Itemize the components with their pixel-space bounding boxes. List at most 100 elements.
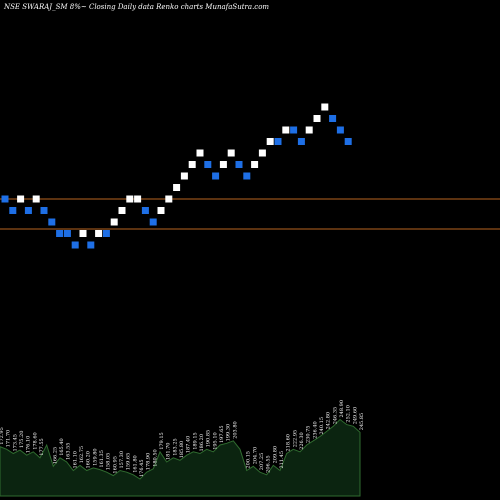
renko-brick-up: [196, 149, 204, 157]
volume-label: 178.90: [146, 453, 152, 471]
renko-brick-up: [32, 195, 40, 203]
volume-label: 172.95: [0, 427, 5, 445]
renko-brick-up: [95, 230, 103, 237]
volume-label: 203.80: [232, 421, 238, 439]
volume-label: 218.60: [286, 434, 292, 452]
volume-label: 211.45: [279, 451, 285, 469]
volume-label: 183.25: [172, 438, 178, 456]
volume-label: 240.15: [319, 417, 325, 435]
renko-brick-up: [266, 138, 274, 145]
renko-brick-down: [48, 218, 56, 226]
renko-brick-down: [204, 161, 212, 168]
renko-brick-down: [87, 241, 95, 249]
volume-label: 176.10: [26, 436, 32, 454]
renko-brick-down: [274, 138, 282, 145]
chart-caption: NSE SWARAJ_SM 8%~ Closing Daily data Ren…: [4, 3, 270, 11]
volume-label: 246.35: [332, 407, 338, 425]
volume-label: 165.40: [59, 438, 65, 456]
renko-brick-up: [173, 184, 181, 191]
volume-label: 176.45: [139, 460, 145, 478]
volume-label: 207.25: [259, 453, 265, 471]
volume-label: 161.10: [72, 451, 78, 469]
renko-brick-up: [282, 126, 290, 134]
volume-labels: 172.95 171.70 173.45 175.20 176.10 178.60 177.…: [0, 400, 365, 477]
renko-brick-down: [71, 241, 79, 249]
renko-brick-up: [258, 149, 266, 157]
volume-label: 222.95: [292, 430, 298, 448]
renko-bricks: [1, 103, 352, 249]
renko-brick-up: [305, 126, 313, 134]
renko-brick-up: [313, 115, 321, 122]
volume-label: 158.05: [106, 453, 112, 471]
volume-label: 195.10: [212, 432, 218, 450]
volume-label: 171.70: [6, 430, 12, 448]
renko-brick-up: [321, 103, 329, 111]
renko-brick-down: [63, 230, 71, 237]
renko-brick-down: [336, 126, 344, 134]
volume-area: [0, 418, 361, 497]
volume-label: 173.45: [12, 434, 18, 452]
volume-label: 179.15: [159, 432, 165, 450]
renko-brick-up: [17, 195, 25, 203]
renko-brick-down: [9, 207, 17, 214]
volume-label: 178.60: [32, 432, 38, 450]
renko-brick-down: [24, 207, 32, 214]
renko-brick-down: [1, 195, 9, 203]
volume-label: 236.40: [312, 421, 318, 439]
volume-label: 230.75: [306, 426, 312, 444]
renko-brick-up: [188, 161, 196, 168]
volume-label: 161.35: [99, 450, 105, 468]
renko-brick-down: [212, 172, 220, 180]
volume-label: 159.80: [92, 448, 98, 466]
renko-brick-up: [126, 195, 134, 203]
volume-label: 160.20: [86, 451, 92, 469]
renko-brick-down: [290, 126, 298, 134]
renko-brick-down: [329, 115, 337, 122]
renko-brick-up: [251, 161, 259, 168]
renko-brick-up: [118, 207, 126, 214]
renko-brick-up: [180, 172, 188, 180]
volume-label: 160.95: [112, 456, 118, 474]
renko-brick-down: [243, 172, 251, 180]
renko-brick-down: [344, 138, 352, 145]
volume-label: 190.85: [206, 430, 212, 448]
volume-label: 252.10: [346, 405, 352, 423]
volume-label: 159.65: [126, 453, 132, 471]
renko-brick-down: [141, 207, 149, 214]
volume-area-path: [0, 418, 361, 497]
renko-brick-down: [149, 218, 157, 226]
volume-label: 200.15: [246, 451, 252, 469]
volume-label: 204.70: [252, 447, 258, 465]
volume-label: 175.20: [19, 431, 25, 449]
volume-label: 157.30: [119, 451, 125, 469]
reference-lines: [0, 198, 500, 230]
renko-brick-up: [219, 161, 227, 168]
volume-label: 199.30: [226, 424, 232, 442]
renko-brick-up: [157, 207, 165, 214]
volume-label: 161.80: [132, 455, 138, 473]
volume-label: 189.15: [192, 432, 198, 450]
renko-brick-up: [165, 195, 173, 203]
renko-brick-up: [110, 218, 118, 226]
volume-label: 185.80: [179, 441, 185, 459]
renko-brick-down: [40, 207, 48, 214]
volume-label: 177.55: [39, 438, 45, 456]
volume-label: 163.55: [66, 443, 72, 461]
renko-brick-up: [227, 149, 235, 157]
renko-brick-up: [79, 230, 87, 237]
volume-label: 245.85: [359, 413, 365, 431]
volume-label: 197.65: [219, 426, 225, 444]
volume-label: 242.80: [326, 412, 332, 430]
volume-label: 226.30: [299, 432, 305, 450]
renko-brick-down: [235, 161, 243, 168]
volume-label: 166.25: [52, 447, 58, 465]
volume-label: 162.75: [79, 446, 85, 464]
volume-label: 206.55: [266, 455, 272, 473]
volume-label: 187.40: [186, 436, 192, 454]
volume-label: 209.80: [272, 446, 278, 464]
renko-brick-down: [102, 230, 110, 237]
renko-brick-down: [297, 138, 305, 145]
volume-label: 180.50: [152, 449, 158, 467]
